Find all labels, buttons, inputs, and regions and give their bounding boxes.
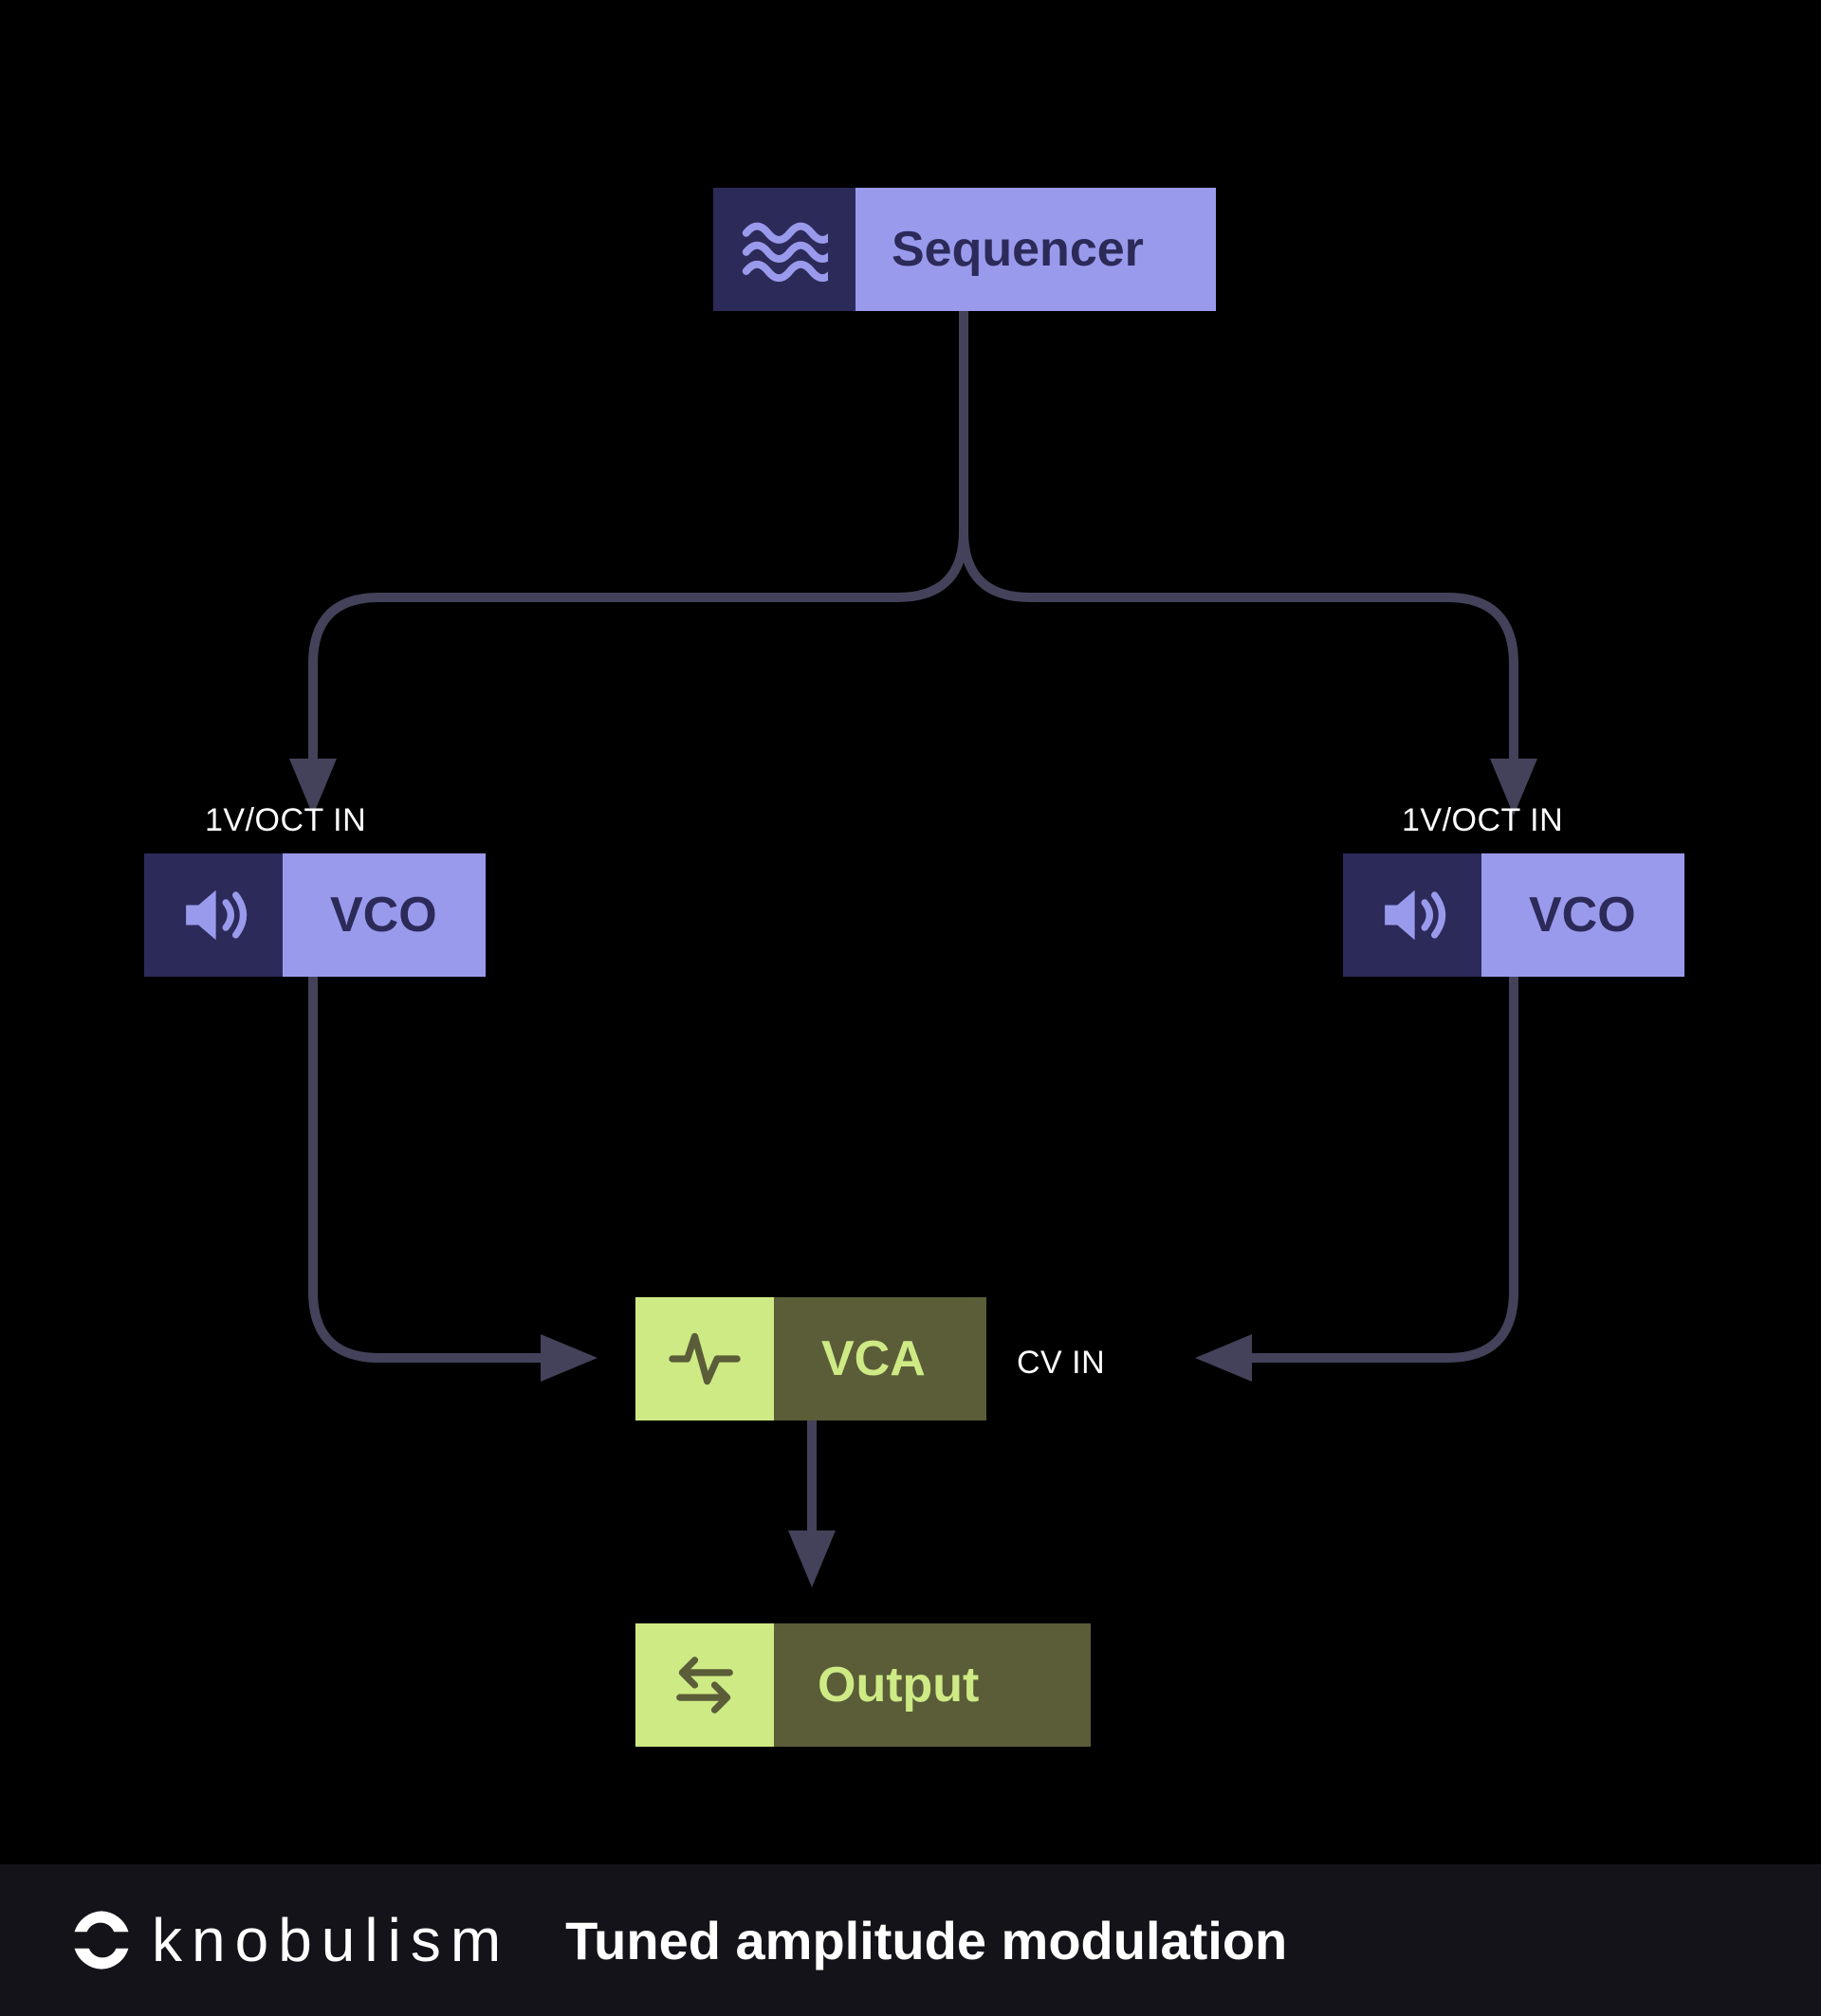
node-output: Output [635,1623,1091,1747]
node-sequencer: Sequencer [713,188,1216,311]
speaker-icon [1343,853,1481,977]
footer: knobulism Tuned amplitude modulation [0,1864,1821,2016]
swap-icon [635,1623,774,1747]
brand-name: knobulism [152,1905,510,1975]
node-vco-left: VCO [144,853,486,977]
edge-label-cv-in: CV IN [1017,1345,1105,1382]
node-vca-label: VCA [774,1297,986,1420]
speaker-icon [144,853,283,977]
brand: knobulism [68,1905,510,1975]
node-vco-right-label: VCO [1481,853,1684,977]
node-output-label: Output [774,1623,1091,1747]
footer-title: Tuned amplitude modulation [565,1910,1287,1971]
node-vco-right: VCO [1343,853,1684,977]
brand-logo-icon [68,1907,135,1973]
node-sequencer-label: Sequencer [855,188,1216,311]
node-vca: VCA [635,1297,986,1420]
waves-icon [713,188,855,311]
node-vco-left-label: VCO [283,853,486,977]
edge-label-voct-right: 1V/OCT IN [1402,802,1563,839]
edge-label-voct-left: 1V/OCT IN [205,802,366,839]
diagram-canvas: Sequencer VCO VCO [0,0,1821,2016]
pulse-icon [635,1297,774,1420]
